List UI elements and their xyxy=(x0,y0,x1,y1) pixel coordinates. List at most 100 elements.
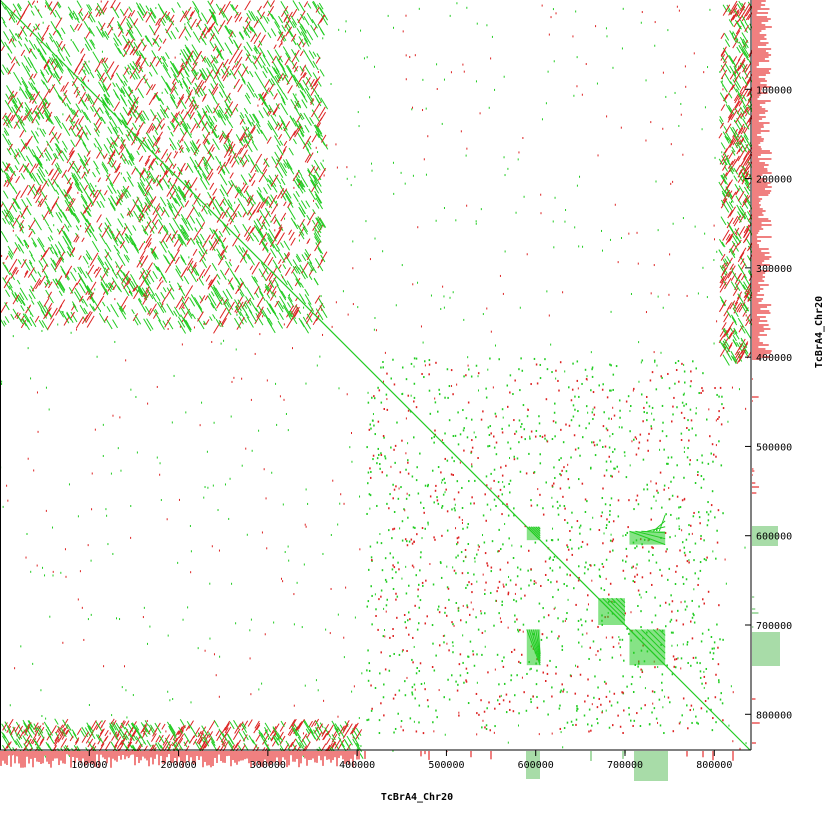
forward-alignment-segment xyxy=(208,241,213,247)
forward-alignment-dot xyxy=(415,574,417,577)
reverse-alignment-dot xyxy=(545,398,548,401)
forward-alignment-segment xyxy=(266,66,274,79)
forward-alignment-segment xyxy=(60,209,68,222)
reverse-alignment-dot xyxy=(703,602,706,605)
reverse-alignment-dot xyxy=(707,590,710,593)
forward-alignment-dot xyxy=(694,482,697,485)
forward-alignment-segment xyxy=(267,1,271,7)
forward-alignment-segment xyxy=(316,217,323,227)
forward-alignment-segment xyxy=(166,198,173,209)
forward-alignment-dot xyxy=(646,488,649,491)
forward-alignment-segment xyxy=(147,283,156,297)
forward-alignment-segment xyxy=(129,291,133,297)
reverse-alignment-dot xyxy=(27,245,29,248)
forward-alignment-dot xyxy=(456,2,458,5)
forward-alignment-dot xyxy=(618,426,620,429)
forward-alignment-dot xyxy=(681,541,684,544)
forward-alignment-dot xyxy=(551,539,554,542)
forward-alignment-dot xyxy=(213,421,215,424)
reverse-alignment-dot xyxy=(183,306,185,309)
forward-alignment-dot xyxy=(576,56,578,59)
reverse-alignment-segment xyxy=(189,11,194,17)
forward-alignment-segment xyxy=(120,136,125,142)
reverse-alignment-segment xyxy=(302,135,312,150)
forward-alignment-segment xyxy=(144,35,150,42)
reverse-alignment-dot xyxy=(465,667,468,670)
forward-alignment-segment xyxy=(112,319,118,329)
forward-alignment-dot xyxy=(322,552,324,555)
forward-alignment-dot xyxy=(551,569,554,572)
forward-alignment-segment xyxy=(311,109,321,123)
reverse-alignment-dot xyxy=(712,717,714,720)
forward-alignment-dot xyxy=(572,723,574,726)
forward-alignment-segment xyxy=(268,228,277,242)
forward-alignment-segment xyxy=(319,69,325,77)
reverse-alignment-dot xyxy=(519,629,521,632)
reverse-alignment-segment xyxy=(47,75,53,83)
reverse-alignment-segment xyxy=(208,279,213,286)
reverse-alignment-dot xyxy=(547,614,550,617)
forward-alignment-dot xyxy=(655,561,658,564)
reverse-alignment-dot xyxy=(353,685,355,688)
forward-alignment-dot xyxy=(651,711,653,714)
forward-alignment-dot xyxy=(132,694,134,697)
reverse-alignment-segment xyxy=(111,160,117,168)
forward-alignment-segment xyxy=(60,228,68,238)
forward-alignment-dot xyxy=(522,623,525,626)
reverse-alignment-dot xyxy=(745,407,747,410)
reverse-alignment-dot xyxy=(732,691,734,694)
forward-alignment-dot xyxy=(147,177,149,180)
forward-alignment-segment xyxy=(184,36,189,41)
reverse-alignment-dot xyxy=(581,93,583,96)
reverse-alignment-dot xyxy=(419,662,422,665)
forward-alignment-dot xyxy=(605,526,608,529)
forward-alignment-dot xyxy=(519,389,521,392)
reverse-alignment-segment xyxy=(64,184,72,197)
reverse-alignment-dot xyxy=(215,674,217,677)
forward-alignment-dot xyxy=(345,20,347,23)
forward-alignment-dot xyxy=(156,456,158,459)
forward-alignment-segment xyxy=(185,320,189,325)
reverse-alignment-segment xyxy=(252,201,261,215)
forward-alignment-dot xyxy=(576,360,579,363)
reverse-alignment-segment xyxy=(13,247,18,254)
forward-alignment-dot xyxy=(508,482,510,485)
forward-alignment-dot xyxy=(455,219,457,222)
forward-alignment-segment xyxy=(29,92,37,104)
reverse-alignment-segment xyxy=(241,66,249,77)
forward-alignment-segment xyxy=(216,273,221,280)
forward-alignment-segment xyxy=(170,131,174,137)
forward-alignment-segment xyxy=(301,254,307,262)
reverse-alignment-dot xyxy=(672,405,674,408)
forward-alignment-dot xyxy=(286,22,288,25)
forward-alignment-dot xyxy=(448,385,451,388)
reverse-alignment-dot xyxy=(688,439,690,442)
forward-alignment-segment xyxy=(288,147,294,156)
forward-alignment-dot xyxy=(731,267,733,270)
reverse-alignment-dot xyxy=(551,732,553,735)
forward-alignment-dot xyxy=(640,393,643,396)
forward-alignment-dot xyxy=(473,557,476,560)
forward-alignment-segment xyxy=(223,196,231,209)
reverse-alignment-segment xyxy=(48,126,55,136)
forward-alignment-dot xyxy=(557,513,560,516)
reverse-alignment-dot xyxy=(693,52,695,55)
forward-alignment-dot xyxy=(520,425,522,428)
forward-alignment-dot xyxy=(367,600,370,603)
forward-alignment-segment xyxy=(126,277,135,291)
forward-alignment-dot xyxy=(559,704,561,707)
reverse-alignment-segment xyxy=(19,129,25,138)
reverse-alignment-segment xyxy=(81,314,89,325)
reverse-alignment-dot xyxy=(579,673,582,676)
forward-alignment-segment xyxy=(127,99,137,113)
reverse-alignment-dot xyxy=(203,323,205,326)
reverse-alignment-dot xyxy=(546,664,549,667)
forward-alignment-dot xyxy=(437,410,439,413)
reverse-alignment-segment xyxy=(256,306,264,318)
forward-alignment-segment xyxy=(43,107,49,115)
forward-alignment-segment xyxy=(80,211,88,223)
forward-alignment-dot xyxy=(160,499,162,502)
reverse-alignment-dot xyxy=(403,614,406,617)
forward-alignment-segment xyxy=(88,186,95,197)
forward-alignment-dot xyxy=(413,436,415,439)
